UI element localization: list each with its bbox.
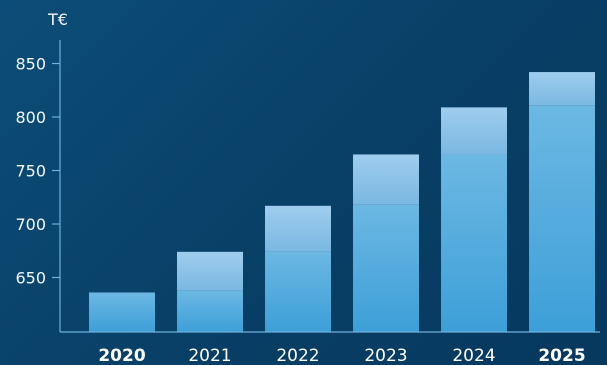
y-tick-label: 800 xyxy=(15,108,46,127)
y-tick-label: 750 xyxy=(15,162,46,181)
y-axis-unit-label: T€ xyxy=(47,10,68,29)
x-category-label-2024: 2024 xyxy=(452,346,495,365)
y-tick-label: 850 xyxy=(15,55,46,74)
bar-increment-2022 xyxy=(265,205,331,252)
y-tick-label: 650 xyxy=(15,269,46,288)
bar-base-2025 xyxy=(529,105,595,332)
bar-base-2021 xyxy=(177,290,243,332)
x-category-label-2022: 2022 xyxy=(276,346,319,365)
bars xyxy=(89,72,595,332)
bar-increment-2021 xyxy=(177,251,243,291)
bar-base-2020 xyxy=(89,292,155,332)
bar-base-2024 xyxy=(441,154,507,332)
bar-base-2022 xyxy=(265,251,331,332)
bar-increment-2023 xyxy=(353,154,419,205)
bar-increment-2025 xyxy=(529,72,595,106)
y-tick-label: 700 xyxy=(15,215,46,234)
x-category-label-2021: 2021 xyxy=(188,346,231,365)
x-category-label-2020: 2020 xyxy=(98,346,145,365)
x-axis-categories: 2020 2021 2022 2023 2024 2025 xyxy=(98,346,585,365)
bar-increment-2024 xyxy=(441,107,507,155)
bar-base-2023 xyxy=(353,204,419,332)
x-category-label-2025: 2025 xyxy=(538,346,585,365)
y-axis-ticks: 650 700 750 800 850 xyxy=(15,55,60,288)
x-category-label-2023: 2023 xyxy=(364,346,407,365)
